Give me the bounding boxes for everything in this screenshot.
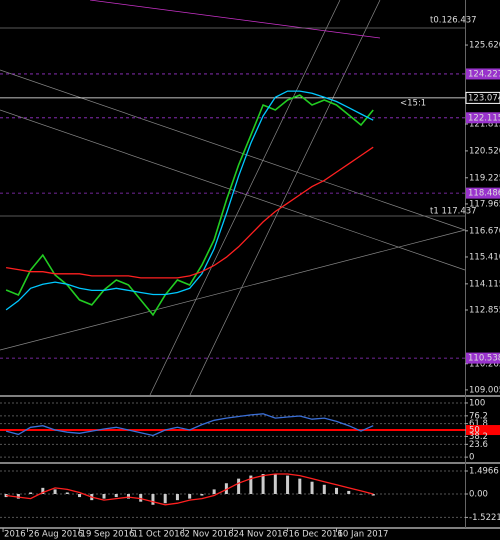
y-tick-label: 109.005 — [469, 385, 500, 395]
trend-line — [0, 69, 466, 231]
trend-line — [189, 0, 381, 396]
y-tick-label: 100 — [469, 398, 485, 408]
series-line — [5, 94, 374, 317]
series-line — [5, 90, 374, 311]
y-tick-label: 76.2 — [469, 411, 488, 421]
histogram-bar — [371, 494, 375, 496]
histogram-bar — [322, 484, 326, 495]
level-label: 118.486 — [468, 189, 500, 199]
y-tick-label: 38.2 — [469, 432, 488, 442]
series-line — [6, 473, 374, 506]
histogram-bar — [359, 494, 363, 495]
y-tick-label: 1.4966 — [469, 466, 499, 476]
histogram-bar — [335, 487, 339, 495]
x-tick-label: 19 Sep 2016 — [81, 530, 135, 540]
trend-line — [89, 0, 381, 39]
y-tick-label: -1.5221 — [469, 513, 500, 523]
histogram-bar — [126, 494, 130, 499]
annotation: t1 117.437 — [430, 207, 477, 217]
y-tick-label: 121.815 — [469, 120, 500, 130]
histogram-bar — [151, 494, 155, 505]
histogram-bar — [175, 494, 179, 501]
level-tag — [466, 68, 500, 80]
level-tag — [466, 187, 500, 199]
trend-line — [0, 109, 466, 271]
histogram-bar — [65, 492, 69, 495]
x-tick-label: 16 Dec 2016 — [289, 530, 343, 540]
series-line — [5, 413, 374, 437]
y-tick-label: 0.00 — [469, 490, 488, 500]
annotation: t0.126.437 — [430, 16, 477, 26]
x-tick-label: 2 Nov 2016 — [185, 530, 234, 540]
y-tick-label: 0 — [469, 453, 474, 463]
histogram-bar — [286, 475, 290, 495]
histogram-bar — [188, 494, 192, 499]
x-tick-label: 24 Nov 2016 — [234, 530, 288, 540]
level-tag — [465, 91, 500, 104]
histogram-bar — [163, 494, 167, 504]
histogram-bar — [298, 478, 302, 495]
histogram-bar — [78, 494, 82, 498]
histogram-bar — [29, 492, 33, 495]
y-tick-label: 117.965 — [469, 199, 500, 209]
trend-line — [149, 0, 341, 396]
y-tick-label: 119.225 — [469, 173, 500, 183]
histogram-bar — [41, 487, 45, 495]
y-tick-label: 114.115 — [469, 279, 500, 289]
y-tick-label: 112.855 — [469, 306, 500, 316]
level-label: 123.074 — [468, 93, 500, 103]
y-tick-label: 50 — [469, 426, 480, 436]
level-label: 122.115 — [468, 113, 500, 123]
histogram-bar — [139, 494, 143, 502]
y-tick-label: 61.8 — [469, 419, 488, 429]
trend-line — [0, 229, 466, 351]
histogram-bar — [200, 494, 204, 496]
x-tick-label: 2016 — [4, 530, 26, 540]
histogram-bar — [102, 494, 106, 499]
y-tick-label: 116.670 — [469, 226, 500, 236]
histogram-bar — [273, 474, 277, 495]
annotation: <15:1 — [400, 99, 426, 109]
panel-borders — [0, 0, 500, 529]
level-label: 124.227 — [468, 69, 500, 79]
histogram-bar — [114, 494, 118, 498]
histogram-bar — [53, 489, 57, 495]
histogram-bar — [237, 478, 241, 495]
histogram-bar — [347, 490, 351, 495]
y-tick-label: 115.410 — [469, 252, 500, 262]
level-tag — [466, 112, 500, 124]
histogram-bar — [212, 489, 216, 495]
x-tick-label: 26 Aug 2016 — [29, 530, 83, 540]
histogram-bar — [16, 494, 20, 499]
trend-lines — [0, 0, 466, 396]
level-label: 110.538 — [468, 354, 500, 364]
level-tag — [466, 352, 500, 364]
y-tick-label: 120.520 — [469, 146, 500, 156]
histogram-bar — [249, 475, 253, 495]
y-tick-label: 23.6 — [469, 440, 488, 450]
series-line — [5, 146, 374, 279]
histogram-bar — [261, 474, 265, 495]
x-tick-label: 11 Oct 2016 — [133, 530, 186, 540]
histogram-bar — [310, 481, 314, 495]
tick-highlight — [466, 425, 500, 436]
x-tick-label: 10 Jan 2017 — [338, 530, 389, 540]
y-tick-label: 110.265 — [469, 359, 500, 369]
y-tick-label: 125.620 — [469, 41, 500, 51]
histogram-bar — [224, 483, 228, 495]
